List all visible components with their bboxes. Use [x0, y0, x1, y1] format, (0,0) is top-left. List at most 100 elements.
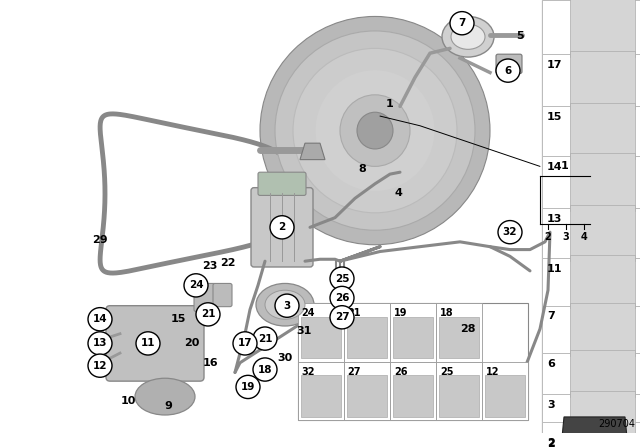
Bar: [301, 317, 340, 358]
Bar: [542, 353, 640, 394]
Bar: [439, 375, 479, 417]
Text: 3: 3: [284, 301, 291, 310]
Text: 290704: 290704: [598, 418, 635, 429]
Bar: [570, 303, 635, 356]
Text: 12: 12: [93, 361, 108, 370]
Text: 13: 13: [547, 214, 563, 224]
Bar: [570, 51, 635, 109]
Bar: [542, 0, 640, 433]
Text: 3: 3: [547, 400, 555, 410]
Bar: [298, 303, 344, 362]
Ellipse shape: [135, 378, 195, 415]
Bar: [542, 394, 640, 433]
Bar: [393, 375, 433, 417]
Bar: [393, 317, 433, 358]
Text: 6: 6: [504, 65, 511, 76]
Text: 7: 7: [547, 311, 555, 321]
Text: 25: 25: [440, 367, 453, 377]
Circle shape: [88, 308, 112, 331]
Text: 3: 3: [563, 232, 570, 242]
Bar: [436, 303, 482, 362]
Circle shape: [253, 358, 277, 381]
Ellipse shape: [357, 112, 393, 149]
Bar: [570, 103, 635, 159]
Text: 22: 22: [220, 258, 236, 268]
Text: 9: 9: [164, 401, 172, 411]
Circle shape: [270, 216, 294, 239]
Circle shape: [236, 375, 260, 399]
Text: 8: 8: [358, 164, 366, 174]
Text: 1: 1: [561, 161, 569, 172]
Text: 15: 15: [170, 314, 186, 324]
Bar: [301, 375, 340, 417]
Bar: [542, 422, 640, 448]
Bar: [542, 258, 640, 306]
Circle shape: [330, 286, 354, 310]
Text: 14: 14: [547, 162, 563, 172]
Ellipse shape: [293, 48, 457, 213]
Text: 11: 11: [547, 264, 563, 274]
Text: 14: 14: [93, 314, 108, 324]
Circle shape: [330, 267, 354, 290]
Text: 27: 27: [335, 312, 349, 322]
Ellipse shape: [260, 17, 490, 245]
Bar: [570, 153, 635, 211]
Bar: [298, 303, 528, 420]
Circle shape: [184, 274, 208, 297]
Text: 31: 31: [296, 326, 312, 336]
Ellipse shape: [340, 95, 410, 166]
Circle shape: [330, 306, 354, 329]
Ellipse shape: [256, 284, 314, 326]
Circle shape: [233, 332, 257, 355]
Text: 32: 32: [301, 367, 315, 377]
Text: 15: 15: [547, 112, 563, 122]
Text: 27: 27: [348, 367, 361, 377]
Text: 6: 6: [547, 359, 555, 369]
Text: 13: 13: [93, 338, 108, 349]
FancyBboxPatch shape: [496, 54, 522, 73]
Circle shape: [88, 332, 112, 355]
Text: 17: 17: [237, 338, 252, 349]
Text: 2: 2: [547, 438, 555, 448]
Text: 16: 16: [202, 358, 218, 368]
Text: 32: 32: [503, 227, 517, 237]
Circle shape: [136, 332, 160, 355]
Bar: [570, 0, 635, 57]
Bar: [542, 306, 640, 353]
FancyBboxPatch shape: [213, 284, 232, 306]
Text: 10: 10: [120, 396, 136, 406]
Bar: [436, 362, 482, 420]
Text: 23: 23: [202, 261, 218, 271]
Ellipse shape: [442, 17, 494, 57]
Circle shape: [275, 294, 299, 317]
Bar: [298, 362, 344, 420]
FancyBboxPatch shape: [251, 188, 313, 267]
Text: 18: 18: [440, 308, 454, 318]
Polygon shape: [557, 417, 632, 448]
Text: 5: 5: [516, 31, 524, 41]
Bar: [570, 350, 635, 397]
Text: 21: 21: [258, 334, 272, 344]
Text: 7: 7: [458, 18, 466, 28]
Circle shape: [196, 303, 220, 326]
Text: 24: 24: [301, 308, 315, 318]
Text: 1: 1: [386, 99, 394, 109]
Ellipse shape: [265, 290, 305, 319]
Ellipse shape: [275, 31, 475, 230]
Bar: [570, 255, 635, 308]
Text: 21: 21: [201, 310, 215, 319]
Text: 24: 24: [189, 280, 204, 290]
Bar: [570, 205, 635, 261]
Text: 19: 19: [394, 308, 407, 318]
Text: 2: 2: [545, 232, 552, 242]
Text: 20: 20: [184, 338, 200, 349]
Bar: [390, 303, 436, 362]
Text: 26: 26: [394, 367, 407, 377]
Bar: [347, 375, 387, 417]
Text: 30: 30: [277, 353, 292, 363]
Bar: [482, 362, 528, 420]
Polygon shape: [300, 143, 325, 159]
Bar: [344, 362, 390, 420]
Bar: [439, 317, 479, 358]
Text: 29: 29: [92, 235, 108, 245]
